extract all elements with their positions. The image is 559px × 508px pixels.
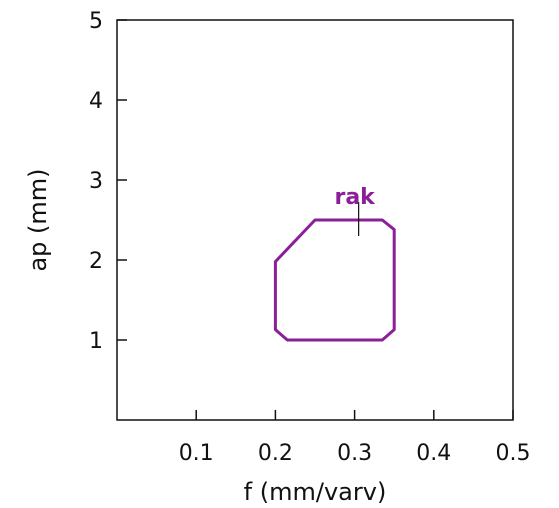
- y-tick-label: 4: [89, 89, 103, 114]
- regions: rak: [273, 185, 396, 342]
- region-outline-rak: [273, 218, 396, 342]
- y-axis-title: ap (mm): [24, 168, 52, 271]
- y-axis-ticks: 1 2 3 4 5: [89, 9, 127, 354]
- region-label: rak: [334, 185, 376, 210]
- x-axis-title: f (mm/varv): [244, 478, 387, 506]
- y-tick-label: 5: [89, 9, 103, 34]
- x-tick-label: 0.2: [258, 441, 293, 466]
- y-tick-label: 3: [89, 169, 103, 194]
- plot-frame: [116, 19, 514, 421]
- x-tick-label: 0.3: [337, 441, 372, 466]
- x-tick-label: 0.4: [416, 441, 451, 466]
- y-tick-label: 2: [89, 249, 103, 274]
- x-axis-ticks: 0.1 0.2 0.3 0.4 0.5: [179, 410, 531, 466]
- y-tick-label: 1: [89, 329, 103, 354]
- x-tick-label: 0.1: [179, 441, 214, 466]
- x-tick-label: 0.5: [496, 441, 531, 466]
